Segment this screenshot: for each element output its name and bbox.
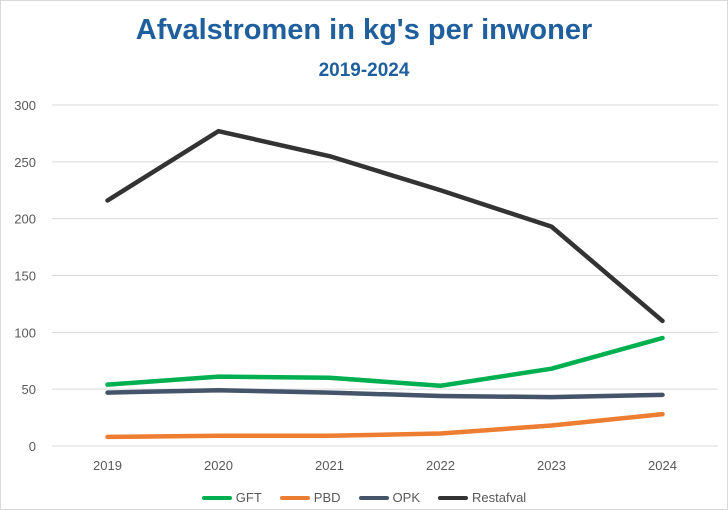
x-tick-label: 2019 [93,458,122,473]
series-line-gft [105,335,665,389]
x-tick-label: 2022 [426,458,455,473]
y-tick-label: 0 [29,439,36,454]
legend: GFT PBD OPK Restafval [0,490,728,505]
legend-swatch [201,495,232,500]
x-tick-label: 2020 [204,458,233,473]
legend-item-restafval: Restafval [438,490,526,505]
series-line-opk [105,388,665,400]
x-axis-ticks: 2019 2020 2021 2022 2023 2024 [93,458,677,473]
legend-swatch [279,495,310,500]
series-lines [105,128,665,440]
legend-swatch [438,495,468,500]
y-tick-label: 250 [14,155,36,170]
chart-title: Afvalstromen in kg's per inwoner [135,14,593,46]
x-tick-label: 2023 [537,458,566,473]
x-tick-label: 2024 [648,458,677,473]
y-tick-label: 100 [14,325,36,340]
legend-item-gft: GFT [201,490,262,505]
y-axis-ticks: 0 50 100 150 200 250 300 [14,98,36,454]
y-tick-label: 200 [14,212,36,227]
y-tick-label: 50 [22,382,36,397]
legend-swatch [358,495,389,500]
legend-item-opk: OPK [358,490,420,505]
y-tick-label: 300 [14,98,36,113]
legend-label: Restafval [472,490,527,505]
legend-label: PBD [313,490,341,505]
legend-item-pbd: PBD [279,490,341,505]
y-tick-label: 150 [14,269,36,284]
series-line-pbd [105,411,665,440]
legend-label: OPK [392,490,420,505]
legend-label: GFT [235,490,262,505]
x-tick-label: 2021 [315,458,344,473]
chart-subtitle: 2019-2024 [318,60,410,81]
series-line-restafval [105,128,665,324]
